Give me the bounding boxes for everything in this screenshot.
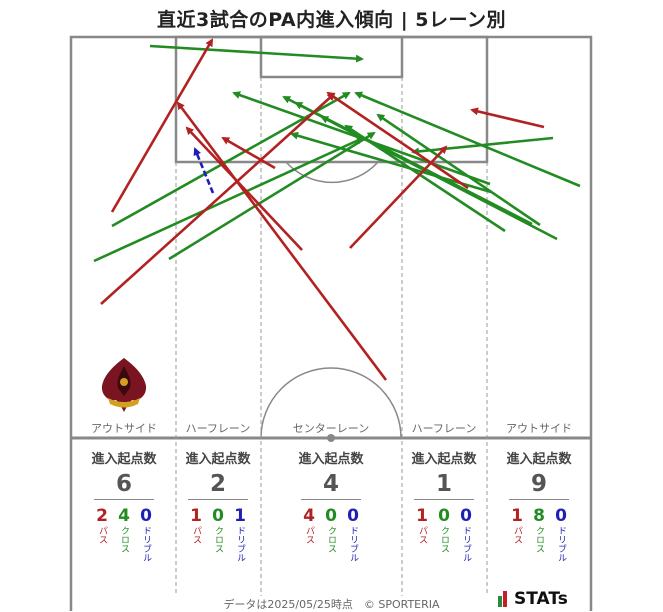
stats-logo-icon bbox=[498, 591, 510, 607]
stat-cross-label: クロス bbox=[326, 526, 336, 553]
stat-pass-count: 1 bbox=[511, 506, 523, 526]
entry-arrows bbox=[93, 38, 581, 381]
stat-breakdown: 2 パス 4 クロス 0 ドリブル bbox=[84, 506, 164, 562]
stat-pass-label: パス bbox=[191, 526, 201, 544]
stat-cross-label: クロス bbox=[213, 526, 223, 553]
stat-total: 6 bbox=[94, 469, 154, 500]
stat-cross-count: 8 bbox=[533, 506, 545, 526]
pass-arrow-19 bbox=[349, 145, 448, 249]
footer-credit: データは2025/05/25時点 © SPORTERIA bbox=[223, 598, 440, 611]
stat-cross-count: 4 bbox=[118, 506, 130, 526]
stat-cross-label: クロス bbox=[439, 526, 449, 553]
brand-text: STATs bbox=[514, 589, 568, 609]
stat-pass-count: 1 bbox=[416, 506, 428, 526]
lane-label: アウトサイド bbox=[91, 422, 157, 435]
cross-arrow-13 bbox=[411, 136, 554, 156]
pass-arrow-14 bbox=[110, 38, 214, 213]
stat-dribble-label: ドリブル bbox=[141, 526, 151, 562]
pass-arrow-21 bbox=[221, 136, 276, 170]
lane-stats-halflane-right: 進入起点数 1 1 パス 0 クロス 0 ドリブル bbox=[404, 448, 484, 562]
cross-arrow-7 bbox=[376, 113, 541, 227]
stat-dribble-count: 0 bbox=[140, 506, 152, 526]
lane-stats-outside-left: 進入起点数 6 2 パス 4 クロス 0 ドリブル bbox=[84, 448, 164, 562]
lane-label: ハーフレーン bbox=[412, 422, 477, 435]
pass-arrow-17 bbox=[470, 107, 545, 129]
cross-arrow-9 bbox=[93, 136, 365, 263]
stat-dribble-label: ドリブル bbox=[556, 526, 566, 562]
penalty-area bbox=[174, 35, 489, 164]
stat-header: 進入起点数 bbox=[506, 452, 572, 467]
stat-cross-count: 0 bbox=[212, 506, 224, 526]
cross-arrow-3 bbox=[354, 91, 581, 188]
stat-pass-label: パス bbox=[304, 526, 314, 544]
pass-arrow-15 bbox=[100, 92, 336, 305]
stat-pass-count: 2 bbox=[96, 506, 108, 526]
stat-breakdown: 1 パス 0 クロス 0 ドリブル bbox=[404, 506, 484, 562]
stat-header: 進入起点数 bbox=[91, 452, 157, 467]
stat-dribble-label: ドリブル bbox=[461, 526, 471, 562]
stat-dribble-label: ドリブル bbox=[348, 526, 358, 562]
lane-stats-halflane-left: 進入起点数 2 1 パス 0 クロス 1 ドリブル bbox=[178, 448, 258, 562]
stat-total: 2 bbox=[188, 469, 248, 500]
goal-area bbox=[259, 35, 404, 79]
stat-breakdown: 1 パス 0 クロス 1 ドリブル bbox=[178, 506, 258, 562]
cross-arrow-1 bbox=[149, 44, 364, 63]
stat-pass-label: パス bbox=[417, 526, 427, 544]
stat-dribble-count: 1 bbox=[234, 506, 246, 526]
stat-header: 進入起点数 bbox=[298, 452, 364, 467]
brand-logo: STATs bbox=[498, 589, 568, 609]
stat-breakdown: 4 パス 0 クロス 0 ドリブル bbox=[291, 506, 371, 562]
pass-arrow-20 bbox=[185, 126, 303, 251]
lane-stats-outside-right: 進入起点数 9 1 パス 8 クロス 0 ドリブル bbox=[499, 448, 579, 562]
stat-cross-label: クロス bbox=[534, 526, 544, 553]
center-spot bbox=[327, 434, 335, 442]
lane-labels: アウトサイド ハーフレーン センターレーン ハーフレーン アウトサイド bbox=[91, 422, 572, 435]
stat-cross-count: 0 bbox=[438, 506, 450, 526]
stat-total: 9 bbox=[509, 469, 569, 500]
lane-stats-center: 進入起点数 4 4 パス 0 クロス 0 ドリブル bbox=[291, 448, 371, 562]
stat-header: 進入起点数 bbox=[411, 452, 477, 467]
stat-cross-label: クロス bbox=[119, 526, 129, 553]
lane-label: ハーフレーン bbox=[186, 422, 251, 435]
crest-icon bbox=[101, 358, 147, 412]
chart-title: 直近3試合のPA内進入傾向 | 5レーン別 bbox=[156, 9, 507, 31]
stat-pass-label: パス bbox=[97, 526, 107, 544]
dribble-arrow-22 bbox=[193, 147, 215, 194]
stat-dribble-count: 0 bbox=[347, 506, 359, 526]
stat-dribble-label: ドリブル bbox=[235, 526, 245, 562]
stat-total: 4 bbox=[301, 469, 361, 500]
cross-arrow-12 bbox=[168, 131, 376, 261]
stat-dribble-count: 0 bbox=[555, 506, 567, 526]
stat-pass-count: 1 bbox=[190, 506, 202, 526]
lane-label: アウトサイド bbox=[506, 422, 572, 435]
pass-arrow-18 bbox=[176, 101, 388, 381]
stat-cross-count: 0 bbox=[325, 506, 337, 526]
cross-arrow-11 bbox=[344, 124, 506, 233]
stat-pass-count: 4 bbox=[303, 506, 315, 526]
stat-pass-label: パス bbox=[512, 526, 522, 544]
stat-total: 1 bbox=[414, 469, 474, 500]
lane-label: センターレーン bbox=[293, 422, 369, 435]
center-circle bbox=[260, 367, 402, 439]
penalty-arc bbox=[285, 161, 379, 184]
pass-arrow-16 bbox=[326, 91, 469, 190]
stat-breakdown: 1 パス 8 クロス 0 ドリブル bbox=[499, 506, 579, 562]
stat-header: 進入起点数 bbox=[185, 452, 251, 467]
stat-dribble-count: 0 bbox=[460, 506, 472, 526]
